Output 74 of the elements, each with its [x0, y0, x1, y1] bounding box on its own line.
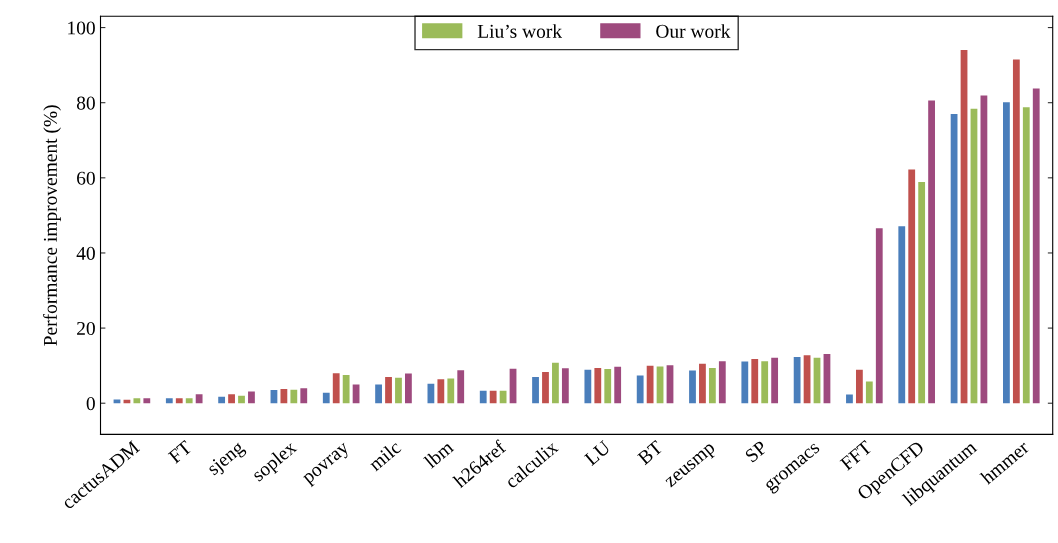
y-tick-label: 40 [76, 246, 95, 260]
bar [228, 394, 235, 404]
bar [447, 378, 455, 404]
bar [133, 398, 141, 404]
x-tick-label: SP [744, 440, 768, 463]
bar [1022, 107, 1030, 404]
y-tick-label: 0 [86, 397, 95, 411]
bar [699, 363, 706, 404]
bar [771, 357, 779, 404]
bar [918, 181, 926, 404]
bar [542, 372, 549, 404]
bar [636, 375, 644, 404]
bar [741, 361, 749, 404]
bar [1003, 102, 1010, 404]
bar [708, 367, 716, 404]
bar [689, 370, 696, 404]
bar [280, 388, 288, 404]
bar [855, 369, 863, 404]
bar [195, 394, 203, 404]
x-tick-label: FT [167, 440, 193, 464]
bar [614, 366, 622, 404]
bar [375, 384, 382, 404]
bar [300, 388, 308, 404]
bar [332, 373, 340, 404]
x-tick-label: BT [636, 440, 664, 466]
bar [499, 390, 507, 404]
bar [457, 370, 465, 404]
bar [646, 365, 654, 404]
bar [594, 367, 602, 404]
bar [395, 377, 402, 404]
bar [113, 399, 121, 404]
bar [604, 369, 612, 404]
y-axis-title: Performance improvement (%) [43, 105, 61, 346]
bar [342, 375, 350, 404]
bar [898, 226, 906, 404]
bar [248, 391, 255, 404]
y-tick-label: 100 [68, 21, 95, 35]
x-tick-label: milc [367, 439, 402, 472]
bar [1012, 59, 1020, 404]
bar [718, 361, 726, 404]
bar [405, 373, 412, 404]
bar [793, 357, 801, 404]
bar [846, 394, 853, 404]
bar [290, 389, 298, 404]
legend-label: Our work [656, 24, 731, 38]
bar [218, 396, 226, 404]
bar [479, 390, 487, 404]
bar [532, 376, 539, 404]
bar [865, 381, 873, 404]
bar [437, 379, 445, 404]
bar [143, 398, 151, 404]
bar [552, 362, 559, 404]
bar [584, 369, 592, 404]
x-tick-label: lbm [422, 439, 455, 469]
legend-label: Liu’s work [477, 24, 563, 38]
bar [238, 395, 245, 404]
bar [561, 368, 569, 404]
bar [761, 361, 769, 404]
bar [928, 100, 935, 404]
x-tick-label: sjeng [206, 439, 248, 479]
y-tick-label: 80 [76, 96, 95, 110]
bar [1032, 88, 1040, 404]
bar [165, 398, 173, 404]
bar [385, 376, 392, 404]
bar [875, 228, 883, 404]
bar [175, 398, 183, 404]
bar [489, 390, 497, 404]
bar [322, 392, 330, 404]
bar [908, 169, 916, 404]
bar [751, 358, 759, 404]
y-tick-label: 60 [77, 171, 95, 185]
y-tick-label: 20 [77, 321, 95, 336]
bar [185, 398, 193, 404]
x-tick-label: LU [583, 440, 612, 467]
